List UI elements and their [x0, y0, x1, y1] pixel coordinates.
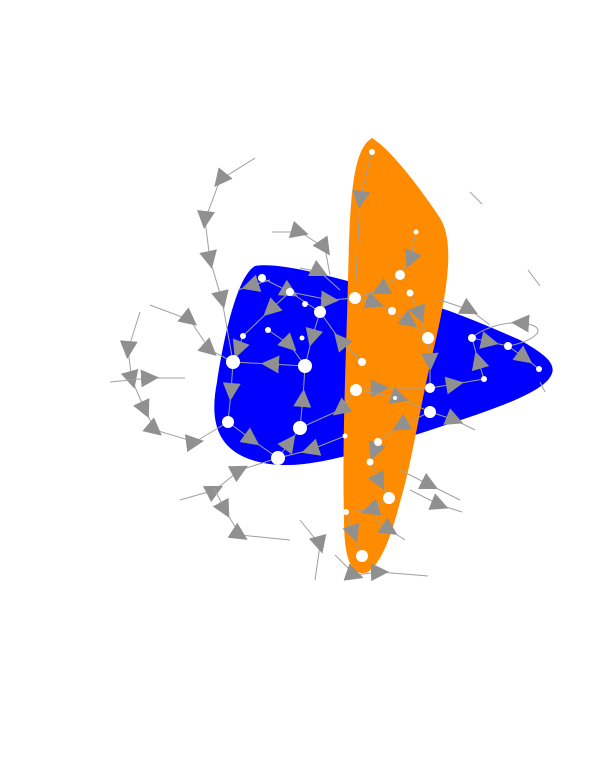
- edge: [299, 389, 357, 429]
- graph-node: [299, 335, 305, 341]
- graph-node: [504, 342, 512, 350]
- graph-node: [298, 359, 312, 373]
- edge: [222, 361, 241, 423]
- edge: [119, 311, 229, 453]
- edge: [471, 331, 509, 349]
- graph-node: [350, 384, 362, 396]
- edge: [267, 329, 306, 367]
- graph-node: [424, 406, 436, 418]
- edge: [109, 369, 185, 388]
- edge: [377, 411, 431, 443]
- graph-node: [413, 229, 419, 235]
- edge: [197, 157, 256, 363]
- graph-node: [358, 358, 366, 366]
- edge: [277, 435, 346, 459]
- graph-node: [395, 270, 405, 280]
- edge: [227, 421, 279, 459]
- edge: [334, 554, 429, 582]
- edge: [342, 511, 363, 557]
- edge: [469, 191, 483, 205]
- edge: [242, 291, 291, 337]
- graph-node: [265, 327, 271, 333]
- graph-node: [271, 451, 285, 465]
- edge: [399, 469, 461, 501]
- edge: [352, 149, 373, 299]
- edge: [429, 376, 485, 395]
- graph-node: [343, 509, 349, 515]
- graph-node: [481, 376, 487, 382]
- edge: [149, 304, 234, 363]
- edge: [374, 517, 406, 541]
- edges: [109, 149, 546, 582]
- graph-node: [293, 421, 307, 435]
- edge: [299, 519, 327, 581]
- graph-node: [374, 438, 382, 446]
- edge: [232, 355, 306, 374]
- graph-node: [468, 334, 476, 342]
- edge: [471, 314, 539, 347]
- edge: [212, 487, 291, 541]
- edge: [527, 269, 541, 287]
- graph-node: [258, 274, 266, 282]
- graph-node: [393, 396, 397, 400]
- edge: [345, 497, 390, 516]
- graph-node: [349, 292, 361, 304]
- edge: [507, 345, 540, 370]
- edge: [420, 337, 439, 388]
- edge: [237, 274, 271, 292]
- graph-node: [425, 383, 435, 393]
- graph-node: [383, 492, 395, 504]
- edge: [293, 365, 312, 429]
- graph-node: [388, 307, 396, 315]
- graph-node: [406, 289, 414, 297]
- edge: [355, 379, 430, 398]
- edge: [539, 381, 546, 393]
- graph-node: [536, 366, 542, 372]
- edge: [304, 311, 324, 367]
- graph-node: [240, 333, 246, 339]
- edge: [179, 457, 279, 503]
- edge: [367, 461, 390, 499]
- edge: [355, 386, 431, 413]
- edge: [354, 291, 393, 312]
- edge: [409, 489, 463, 513]
- nodes: [222, 149, 542, 562]
- graph-node: [369, 149, 375, 155]
- graph-node: [222, 416, 234, 428]
- graph-node: [422, 332, 434, 344]
- edge: [429, 408, 476, 431]
- edge: [319, 311, 363, 363]
- graph-node: [302, 301, 308, 307]
- edge: [399, 231, 422, 276]
- edge: [471, 337, 490, 380]
- edge: [354, 274, 401, 299]
- edge: [289, 290, 356, 309]
- edge: [299, 259, 341, 291]
- graph-node: [226, 355, 240, 369]
- graph-node: [356, 550, 368, 562]
- edge: [439, 297, 491, 326]
- graph-node: [314, 306, 326, 318]
- graph-node: [342, 433, 348, 439]
- graph-node: [286, 288, 294, 296]
- graph-node: [366, 458, 374, 466]
- edge: [408, 292, 429, 339]
